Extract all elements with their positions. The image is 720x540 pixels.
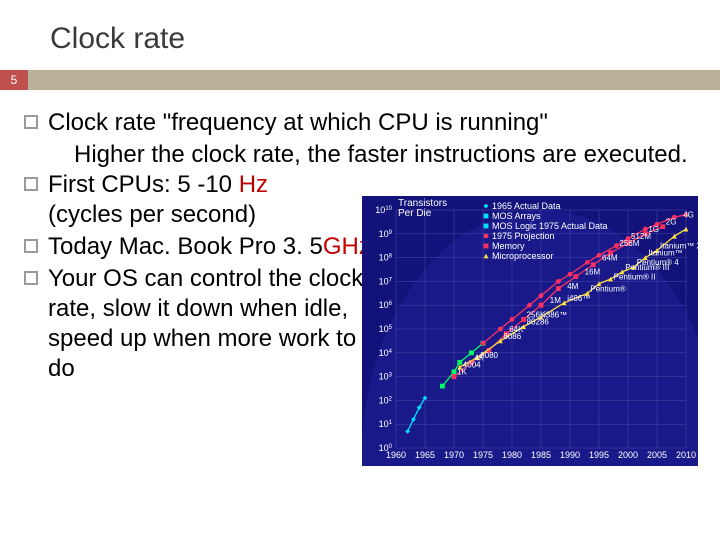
svg-text:Per Die: Per Die [398,208,432,219]
bullet-text: Today Mac. Book Pro 3. 5GHz [48,232,371,262]
text-pre: First CPUs: 5 -10 [48,171,239,198]
svg-text:64M: 64M [602,253,618,262]
svg-text:Pentium® II: Pentium® II [614,272,656,281]
accent-bar: 5 [0,70,720,90]
svg-text:i486™: i486™ [567,294,590,303]
content-region: Clock rate "frequency at which CPU is ru… [0,90,720,384]
svg-text:1980: 1980 [502,450,522,460]
accent-bar-fill [28,70,720,90]
svg-text:108: 108 [379,253,393,263]
svg-text:Pentium® 4: Pentium® 4 [637,258,679,267]
bullet-item: Clock rate "frequency at which CPU is ru… [24,108,696,138]
page-number-badge: 5 [0,70,28,90]
svg-text:1965: 1965 [415,450,435,460]
bullet-subtext: Higher the clock rate, the faster instru… [24,140,696,170]
svg-text:1010: 1010 [375,205,392,215]
bullet-text: Your OS can control the clock rate, slow… [48,264,368,384]
svg-text:2005: 2005 [647,450,667,460]
bullet-marker-icon [24,115,38,129]
text-post: (cycles per second) [48,201,256,228]
svg-text:2000: 2000 [618,450,638,460]
hz-unit: Hz [239,171,268,198]
svg-text:i386™: i386™ [544,310,567,319]
svg-text:1970: 1970 [444,450,464,460]
svg-text:Memory: Memory [492,241,525,251]
svg-text:MOS Logic 1975 Actual Data: MOS Logic 1975 Actual Data [492,221,608,231]
svg-text:109: 109 [379,229,393,239]
svg-text:1960: 1960 [386,450,406,460]
svg-text:1995: 1995 [589,450,609,460]
bullet-marker-icon [24,239,38,253]
svg-text:1965 Actual Data: 1965 Actual Data [492,201,561,211]
svg-text:106: 106 [379,300,393,310]
svg-text:107: 107 [379,276,393,286]
svg-text:4G: 4G [683,211,694,220]
svg-text:Itanium™ 2: Itanium™ 2 [660,241,698,250]
svg-text:2010: 2010 [676,450,696,460]
svg-text:1990: 1990 [560,450,580,460]
svg-text:Microprocessor: Microprocessor [492,251,554,261]
chart-svg: 1960 1965 1970 1975 1980 1985 1990 1995 2000 2005… [362,196,698,466]
svg-text:MOS Arrays: MOS Arrays [492,211,541,221]
bullet-marker-icon [24,271,38,285]
svg-text:1975: 1975 [473,450,493,460]
svg-text:1975 Projection: 1975 Projection [492,231,555,241]
bullet-marker-icon [24,177,38,191]
text-pre: Today Mac. Book Pro 3. 5 [48,233,323,260]
svg-text:8086: 8086 [503,332,521,341]
slide-title: Clock rate [50,22,720,56]
bullet-text: Clock rate "frequency at which CPU is ru… [48,108,548,138]
svg-text:4M: 4M [567,282,578,291]
title-region: Clock rate [0,0,720,70]
svg-text:2G: 2G [666,218,677,227]
svg-text:Pentium®: Pentium® [590,284,625,293]
svg-text:1M: 1M [550,296,561,305]
svg-text:4004: 4004 [463,360,481,369]
bullet-text: First CPUs: 5 -10 Hz (cycles per second) [48,170,268,230]
svg-text:1G: 1G [648,225,659,234]
transistor-chart: 1960 1965 1970 1975 1980 1985 1990 1995 2000 2005… [362,196,698,466]
svg-text:16M: 16M [585,268,601,277]
svg-text:1985: 1985 [531,450,551,460]
svg-text:8080: 8080 [480,351,498,360]
